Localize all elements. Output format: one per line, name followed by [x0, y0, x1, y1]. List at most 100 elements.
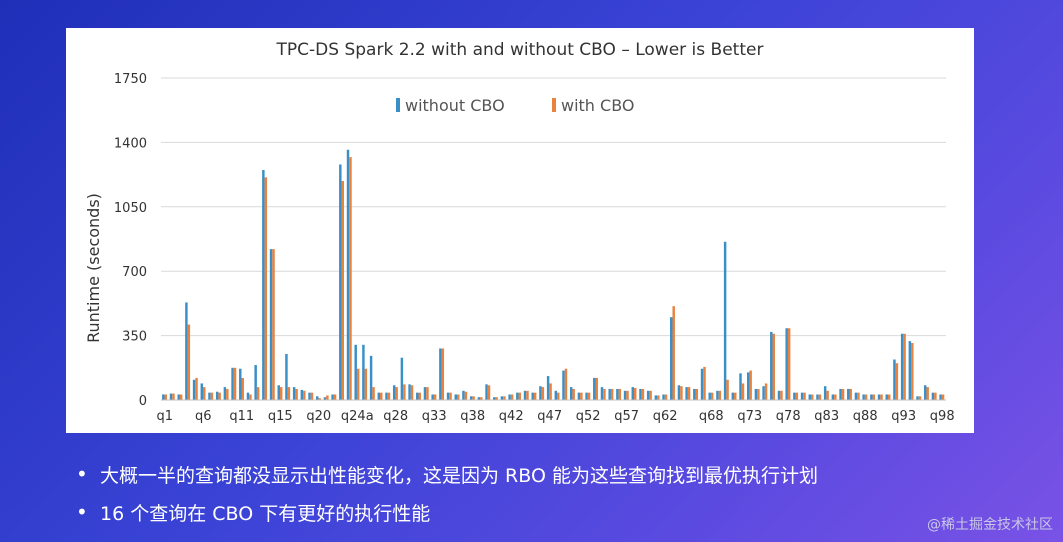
- bar-with-cbo-q11: [241, 377, 244, 400]
- bar-without-cbo-q57: [623, 390, 627, 400]
- bar-without-cbo-q77: [777, 390, 781, 400]
- bar-with-cbo-q81: [811, 394, 814, 400]
- bar-with-cbo-q14b: [272, 249, 275, 400]
- bar-with-cbo-q27: [387, 392, 391, 400]
- bullet-item: • 大概一半的查询都没显示出性能变化，这是因为 RBO 能为这些查询找到最优执行…: [76, 455, 1036, 493]
- bar-with-cbo-q35: [449, 392, 452, 400]
- chart-title: TPC-DS Spark 2.2 with and without CBO – …: [276, 40, 764, 60]
- bar-with-cbo-q52: [587, 392, 591, 400]
- bar-without-cbo-q1: [162, 394, 165, 400]
- bar-with-cbo-q97: [934, 392, 937, 400]
- bar-with-cbo-q25: [372, 387, 375, 400]
- bar-without-cbo-q47: [546, 376, 550, 400]
- bar-without-cbo-q95: [916, 396, 919, 400]
- x-tick-label: q88: [853, 409, 878, 424]
- runtime-bar-chart: 0 350 700 1050 1400 1750 q1 q6 q11 q15 q20 q24a q28 q…: [84, 40, 955, 424]
- bar-with-cbo-q83: [826, 390, 829, 400]
- bar-with-cbo-q44: [526, 390, 529, 400]
- bar-with-cbo-q29: [403, 384, 406, 400]
- bar-with-cbo-q70: [726, 379, 729, 400]
- bar-with-cbo-q12: [249, 394, 252, 400]
- bar-without-cbo-q8: [215, 391, 219, 400]
- watermark: @稀土掘金技术社区: [927, 517, 1053, 533]
- bars: [162, 149, 945, 400]
- bar-with-cbo-q80: [803, 392, 806, 400]
- bar-with-cbo-q74: [757, 388, 760, 400]
- bar-without-cbo-q79: [793, 392, 796, 400]
- x-tick-label: q93: [891, 409, 916, 424]
- legend-swatch-without-cbo: [396, 98, 400, 112]
- bar-without-cbo-q10: [231, 367, 234, 400]
- y-tick-label: 350: [122, 330, 147, 345]
- bar-with-cbo-q65: [687, 387, 691, 400]
- bar-without-cbo-q35: [446, 392, 450, 400]
- bar-without-cbo-q23a: [339, 164, 342, 400]
- x-tick-label: q73: [737, 409, 762, 424]
- bar-without-cbo-q97: [931, 392, 935, 400]
- bar-with-cbo-q91: [887, 394, 891, 400]
- bar-with-cbo-q17: [295, 388, 298, 400]
- bar-with-cbo-q85: [841, 388, 845, 400]
- bar-with-cbo-q76: [772, 333, 775, 400]
- bar-without-cbo-q51: [577, 392, 581, 400]
- bar-with-cbo-q28: [395, 387, 398, 400]
- bar-with-cbo-q69: [718, 390, 722, 400]
- bar-without-cbo-q33: [431, 394, 434, 400]
- bar-with-cbo-q63: [672, 306, 675, 400]
- bar-without-cbo-q14a: [262, 170, 265, 400]
- bar-with-cbo-q46: [541, 387, 545, 400]
- bar-with-cbo-q43: [518, 392, 522, 400]
- bar-without-cbo-q14b: [269, 249, 273, 400]
- bar-without-cbo-q19: [308, 392, 311, 400]
- bar-without-cbo-q75: [762, 386, 765, 400]
- bar-without-cbo-q26: [377, 392, 381, 400]
- bar-without-cbo-q4: [185, 302, 188, 400]
- x-tick-label: q52: [576, 409, 601, 424]
- bar-with-cbo-q93: [903, 333, 906, 400]
- bar-without-cbo-q31: [416, 392, 419, 400]
- bar-without-cbo-q40: [493, 397, 496, 400]
- legend-swatch-with-cbo: [552, 98, 556, 112]
- bar-without-cbo-q30: [408, 384, 411, 400]
- bar-with-cbo-q64: [680, 386, 683, 400]
- bar-with-cbo-q37: [464, 391, 468, 400]
- bar-without-cbo-q34: [439, 348, 442, 400]
- bar-without-cbo-q3: [177, 394, 180, 400]
- chart-panel: 0 350 700 1050 1400 1750 q1 q6 q11 q15 q20 q24a q28 q…: [66, 28, 974, 433]
- x-tick-label: q47: [537, 409, 562, 424]
- bar-without-cbo-q61: [654, 395, 658, 400]
- bar-without-cbo-q32: [423, 387, 427, 400]
- bar-with-cbo-q66: [695, 388, 699, 400]
- bar-with-cbo-q24a: [356, 368, 360, 400]
- bar-with-cbo-q23a: [341, 181, 345, 400]
- bar-with-cbo-q62: [664, 394, 668, 400]
- bar-with-cbo-q87: [857, 392, 860, 400]
- bar-without-cbo-q64: [677, 385, 681, 400]
- bar-with-cbo-q18: [303, 390, 306, 400]
- bar-without-cbo-q53: [593, 377, 596, 400]
- y-tick-label: 0: [139, 394, 147, 409]
- bullet-text: 16 个查询在 CBO 下有更好的执行性能: [100, 502, 431, 525]
- bar-without-cbo-q78: [785, 328, 788, 400]
- bar-without-cbo-q66: [693, 388, 696, 400]
- bar-without-cbo-q80: [800, 392, 804, 400]
- bar-with-cbo-q96: [926, 387, 929, 400]
- bar-with-cbo-q41: [503, 396, 506, 400]
- bar-with-cbo-q19: [310, 392, 314, 400]
- bar-with-cbo-q36: [456, 394, 460, 400]
- bar-without-cbo-q96: [923, 385, 927, 400]
- x-tick-label: q15: [268, 409, 293, 424]
- bar-with-cbo-q54: [603, 388, 606, 400]
- bar-without-cbo-q56: [616, 388, 619, 400]
- bar-with-cbo-q94: [911, 342, 914, 400]
- bar-with-cbo-q67: [703, 366, 706, 400]
- bar-with-cbo-q55: [610, 388, 614, 400]
- x-tick-label: q68: [699, 409, 724, 424]
- bar-with-cbo-q88: [864, 394, 868, 400]
- legend-label-with-cbo: with CBO: [561, 96, 635, 115]
- bar-without-cbo-q28: [392, 385, 396, 400]
- bar-without-cbo-q43: [516, 392, 519, 400]
- bar-without-cbo-q24a: [354, 344, 357, 400]
- bar-without-cbo-q42: [508, 394, 511, 400]
- bar-without-cbo-q69: [716, 390, 719, 400]
